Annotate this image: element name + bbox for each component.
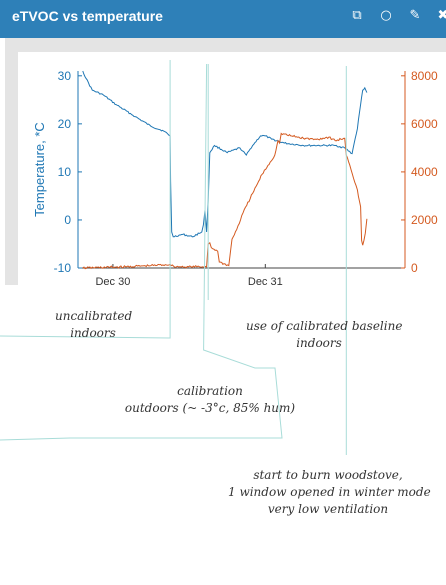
annotation-text: calibration outdoors (~ -3°c, 85% hum)	[124, 384, 296, 415]
x-tick-label: Dec 31	[248, 276, 283, 288]
annotation-text: use of calibrated baseline indoors	[246, 319, 403, 350]
left-tick-label: 20	[58, 117, 72, 131]
left-tick-label: -10	[54, 261, 72, 275]
external-link-icon[interactable]: ⧉	[352, 8, 362, 23]
left-axis-label: Temperature, *C	[32, 122, 47, 217]
right-tick-label: 8000	[411, 69, 438, 83]
right-tick-label: 0	[411, 261, 418, 275]
annotation-text: start to burn woodstove, 1 window opened…	[228, 468, 431, 516]
close-icon[interactable]: ✖	[437, 8, 446, 23]
right-tick-label: 4000	[411, 165, 438, 179]
left-tick-label: 10	[58, 165, 72, 179]
window-title: eTVOC vs temperature	[12, 8, 163, 24]
annotation-text: uncalibrated indoors	[55, 309, 133, 340]
edit-icon[interactable]: ✎	[409, 8, 421, 23]
plot-area-background	[18, 52, 446, 285]
left-tick-label: 0	[64, 213, 71, 227]
annotation-guide-line	[0, 60, 171, 339]
left-tick-label: 30	[58, 69, 72, 83]
comment-icon[interactable]: ○	[380, 8, 392, 23]
series-line-right	[82, 132, 368, 270]
annotation-guide-line	[0, 63, 283, 441]
series-line-left	[82, 70, 368, 238]
x-tick-label: Dec 30	[95, 276, 130, 288]
right-tick-label: 6000	[411, 117, 438, 131]
title-bar	[0, 0, 446, 38]
right-tick-label: 2000	[411, 213, 438, 227]
